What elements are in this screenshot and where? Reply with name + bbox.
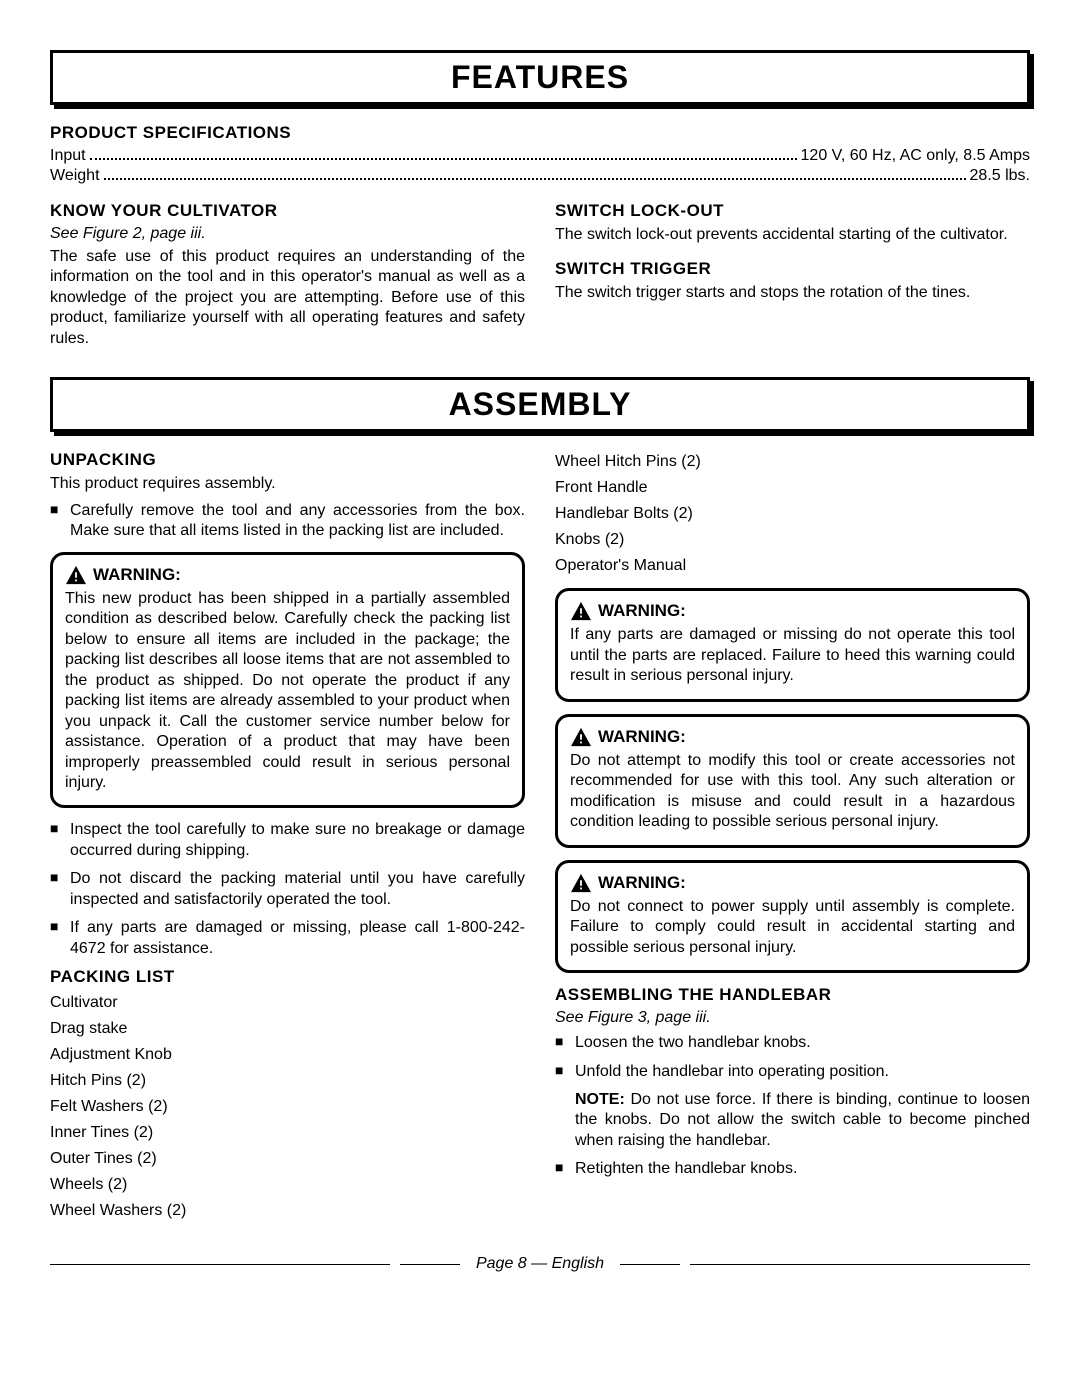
note-text: Do not use force. If there is binding, c… [575,1091,1030,1149]
spec-heading: PRODUCT SPECIFICATIONS [50,123,1030,143]
handlebar-list-2: Retighten the handlebar knobs. [555,1159,1030,1179]
features-right-col: SWITCH LOCK-OUT The switch lock-out prev… [555,201,1030,349]
assembly-two-col: UNPACKING This product requires assembly… [50,450,1030,1225]
warning-title: WARNING: [570,873,1015,893]
product-specifications: PRODUCT SPECIFICATIONS Input 120 V, 60 H… [50,123,1030,185]
spec-row: Weight 28.5 lbs. [50,167,1030,185]
switch-lockout-body: The switch lock-out prevents accidental … [555,225,1030,245]
assembly-left-col: UNPACKING This product requires assembly… [50,450,525,1225]
list-item: Loosen the two handlebar knobs. [555,1033,1030,1053]
packing-item: Front Handle [555,476,1030,500]
warning-icon [570,727,592,747]
spec-value: 28.5 lbs. [970,167,1030,185]
unpacking-intro: This product requires assembly. [50,474,525,494]
features-header-box: FEATURES [50,50,1030,105]
note-block: NOTE: Do not use force. If there is bind… [555,1090,1030,1151]
page-number: Page 8 — English [470,1255,610,1273]
packing-item: Operator's Manual [555,554,1030,578]
spec-value: 120 V, 60 Hz, AC only, 8.5 Amps [801,147,1030,165]
packing-list-left: Cultivator Drag stake Adjustment Knob Hi… [50,991,525,1223]
warning-body: Do not connect to power supply until ass… [570,897,1015,958]
warning-body: This new product has been shipped in a p… [65,589,510,794]
features-two-col: KNOW YOUR CULTIVATOR See Figure 2, page … [50,201,1030,349]
warning-title: WARNING: [65,565,510,585]
warning-icon [570,601,592,621]
features-title: FEATURES [53,59,1027,96]
list-item: Retighten the handlebar knobs. [555,1159,1030,1179]
packing-list-right: Wheel Hitch Pins (2) Front Handle Handle… [555,450,1030,578]
know-cultivator-heading: KNOW YOUR CULTIVATOR [50,201,525,221]
packing-item: Knobs (2) [555,528,1030,552]
warning-box-3: WARNING: Do not attempt to modify this t… [555,714,1030,848]
features-left-col: KNOW YOUR CULTIVATOR See Figure 2, page … [50,201,525,349]
warning-icon [65,565,87,585]
footer-rule [690,1264,1030,1265]
warning-title: WARNING: [570,601,1015,621]
warning-label: WARNING: [93,565,181,585]
assembly-header-box: ASSEMBLY [50,377,1030,432]
list-item: Do not discard the packing material unti… [50,869,525,910]
packing-item: Handlebar Bolts (2) [555,502,1030,526]
switch-lockout-heading: SWITCH LOCK-OUT [555,201,1030,221]
warning-label: WARNING: [598,601,686,621]
switch-trigger-body: The switch trigger starts and stops the … [555,283,1030,303]
assembly-right-col: Wheel Hitch Pins (2) Front Handle Handle… [555,450,1030,1225]
packing-item: Outer Tines (2) [50,1147,525,1171]
list-item: Inspect the tool carefully to make sure … [50,820,525,861]
warning-icon [570,873,592,893]
warning-label: WARNING: [598,873,686,893]
list-item: Unfold the handlebar into operating posi… [555,1062,1030,1082]
spec-row: Input 120 V, 60 Hz, AC only, 8.5 Amps [50,147,1030,165]
unpacking-heading: UNPACKING [50,450,525,470]
packing-item: Inner Tines (2) [50,1121,525,1145]
footer-rule-short [400,1264,460,1265]
switch-trigger-heading: SWITCH TRIGGER [555,259,1030,279]
warning-label: WARNING: [598,727,686,747]
know-cultivator-body: The safe use of this product requires an… [50,247,525,349]
packing-item: Cultivator [50,991,525,1015]
unpacking-list-2: Inspect the tool carefully to make sure … [50,820,525,959]
packing-item: Adjustment Knob [50,1043,525,1067]
assembly-title: ASSEMBLY [53,386,1027,423]
packing-item: Wheels (2) [50,1173,525,1197]
note-label: NOTE: [575,1091,625,1108]
packing-item: Felt Washers (2) [50,1095,525,1119]
footer-rule-short [620,1264,680,1265]
list-item: Carefully remove the tool and any access… [50,501,525,542]
figure-ref: See Figure 3, page iii. [555,1009,1030,1027]
spec-label: Input [50,147,86,165]
handlebar-heading: ASSEMBLING THE HANDLEBAR [555,985,1030,1005]
spec-dots [90,147,797,160]
footer-rule [50,1264,390,1265]
warning-box-2: WARNING: If any parts are damaged or mis… [555,588,1030,701]
packing-item: Hitch Pins (2) [50,1069,525,1093]
packing-item: Drag stake [50,1017,525,1041]
figure-ref: See Figure 2, page iii. [50,225,525,243]
unpacking-list-1: Carefully remove the tool and any access… [50,501,525,542]
warning-body: If any parts are damaged or missing do n… [570,625,1015,686]
warning-title: WARNING: [570,727,1015,747]
warning-box-4: WARNING: Do not connect to power supply … [555,860,1030,973]
list-item: If any parts are damaged or missing, ple… [50,918,525,959]
packing-list-heading: PACKING LIST [50,967,525,987]
spec-label: Weight [50,167,100,185]
warning-body: Do not attempt to modify this tool or cr… [570,751,1015,833]
packing-item: Wheel Hitch Pins (2) [555,450,1030,474]
packing-item: Wheel Washers (2) [50,1199,525,1223]
page-footer: Page 8 — English [50,1255,1030,1273]
warning-box-1: WARNING: This new product has been shipp… [50,552,525,809]
spec-dots [104,167,966,180]
handlebar-list: Loosen the two handlebar knobs. Unfold t… [555,1033,1030,1082]
